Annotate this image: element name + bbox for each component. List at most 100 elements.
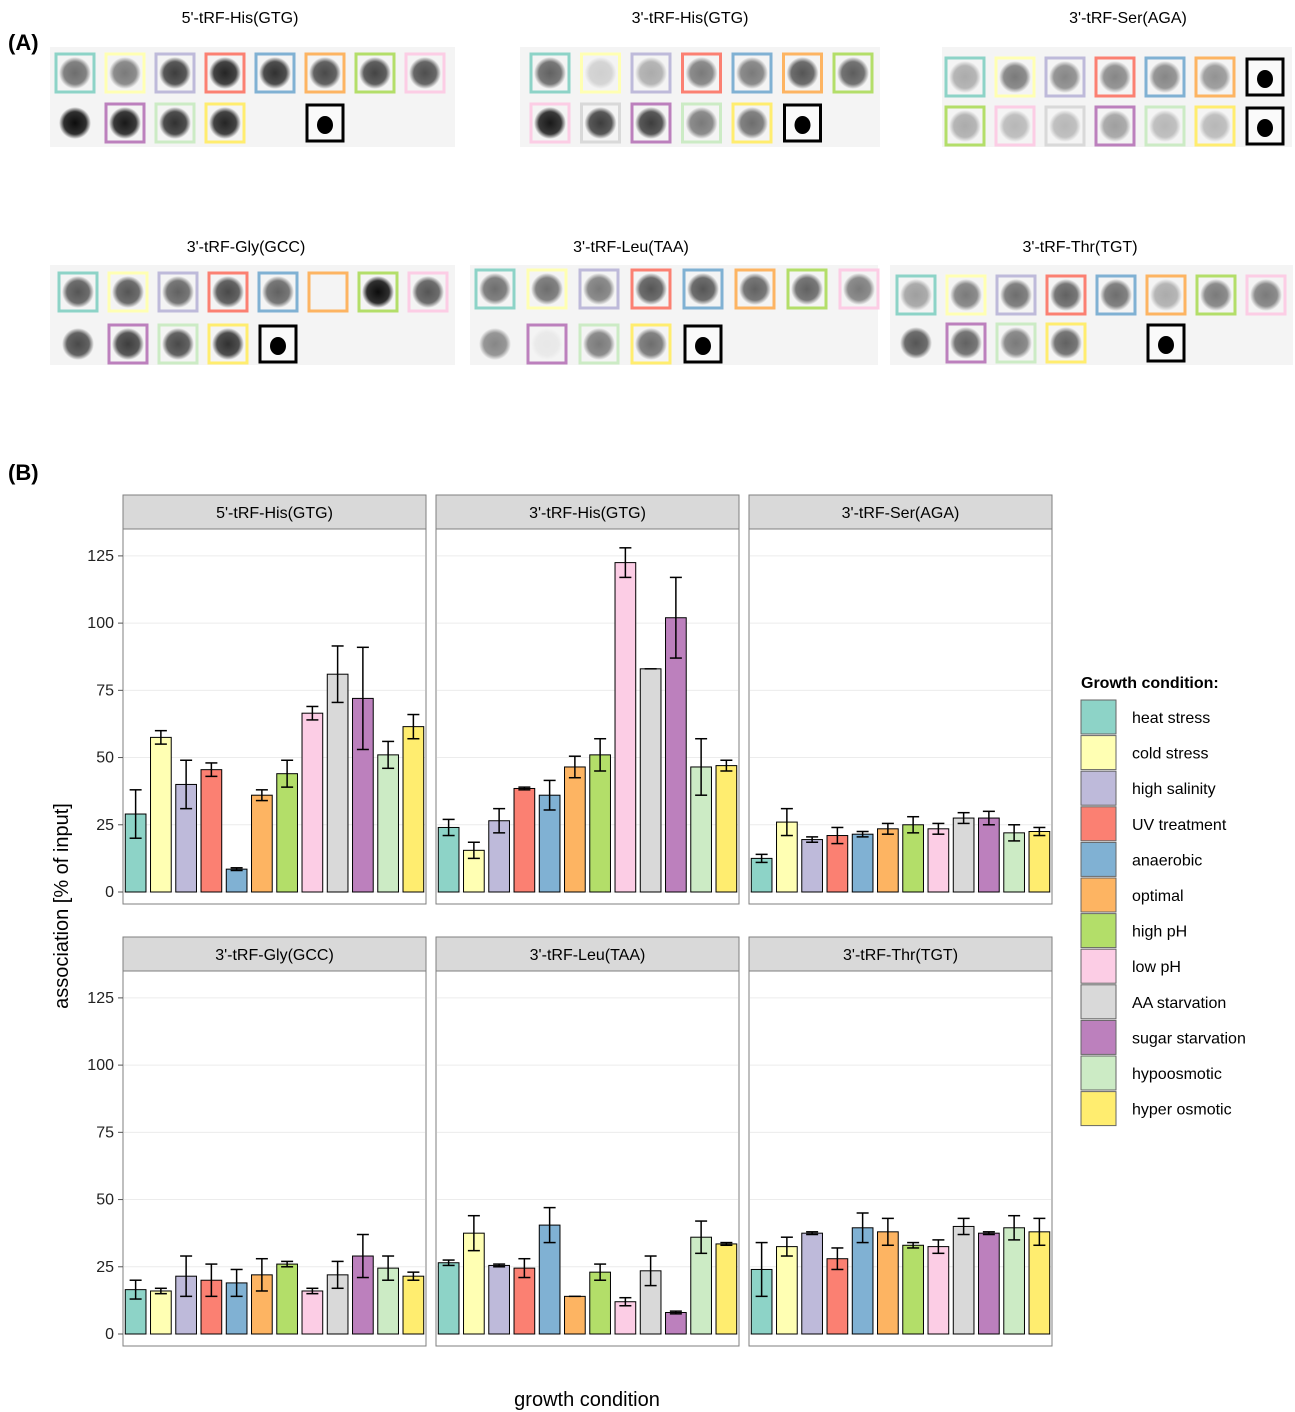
legend-label: optimal [1132, 888, 1184, 905]
blot-dot [635, 328, 667, 360]
blot-title: 3'-tRF-Gly(GCC) [187, 239, 306, 256]
marker-dot [317, 116, 333, 134]
blot-dot [1250, 279, 1282, 311]
condition-frame [580, 102, 621, 144]
bar [927, 828, 950, 893]
legend-label: hypoosmotic [1132, 1066, 1222, 1083]
condition-frame [104, 52, 146, 94]
blot-dot [999, 61, 1031, 93]
blot-dot [409, 57, 441, 89]
facet-6: 3'-tRF-Thr(TGT) [748, 936, 1053, 1347]
legend-label: high salinity [1132, 781, 1216, 798]
blot-dot [1099, 61, 1131, 93]
condition-frame [944, 56, 986, 98]
condition-frame [994, 56, 1036, 98]
condition-frame [681, 102, 722, 144]
bar [902, 1244, 924, 1335]
condition-frame [630, 52, 672, 94]
condition-frame [895, 274, 937, 316]
blot-4: 3'-tRF-Gly(GCC) [50, 239, 455, 365]
y-tick-label: 0 [105, 1326, 114, 1343]
condition-frame [107, 323, 149, 365]
blot-dot [59, 57, 91, 89]
bar [978, 1232, 1000, 1335]
condition-frame [207, 271, 249, 313]
bar [437, 826, 460, 893]
condition-frame [580, 52, 621, 94]
condition-frame [154, 52, 196, 94]
blot-dot [112, 276, 144, 308]
blot-dot [900, 327, 932, 359]
bar [1003, 832, 1025, 893]
condition-frame [207, 323, 249, 365]
facet-title: 5'-tRF-His(GTG) [216, 505, 333, 522]
condition-frame [682, 268, 724, 310]
condition-frame [838, 268, 880, 310]
condition-frame [1045, 322, 1087, 364]
condition-frame [630, 102, 672, 144]
condition-frame [1194, 56, 1236, 98]
y-tick-label: 125 [87, 548, 114, 565]
blot-dot [531, 328, 563, 360]
bar [665, 1311, 687, 1335]
legend: Growth condition: heat stress cold stress h… [1080, 675, 1246, 1127]
facet-plot-area [748, 528, 1053, 905]
blot-dot [791, 273, 823, 305]
blot-dot [59, 107, 91, 139]
condition-frame [944, 105, 986, 147]
facet-plot-area [748, 970, 1053, 1347]
legend-title: Growth condition: [1081, 675, 1219, 692]
bar [1028, 831, 1051, 893]
condition-frame [786, 268, 828, 310]
facet-strip [748, 936, 1053, 972]
marker-box [1245, 57, 1285, 97]
condition-frame [407, 271, 449, 313]
y-tick-label: 25 [96, 817, 114, 834]
dot-blot-panel: 5'-tRF-His(GTG) 3'-tRF-His(GTG) 3'-tRF-Ser… [50, 10, 1293, 365]
bar [614, 1301, 637, 1335]
blot-dot [583, 328, 615, 360]
facet-title: 3'-tRF-Leu(TAA) [530, 947, 646, 964]
condition-frame [995, 322, 1037, 364]
condition-frame [157, 271, 199, 313]
bar [402, 1275, 425, 1335]
facet-plot-area [435, 970, 740, 1347]
bar [750, 857, 773, 893]
condition-frame [630, 268, 672, 310]
blot-dot [362, 276, 394, 308]
legend-label: UV treatment [1132, 817, 1227, 834]
bar [877, 828, 899, 893]
condition-frame [404, 52, 446, 94]
bar [200, 769, 223, 893]
y-tick-label: 0 [105, 884, 114, 901]
bar [952, 1225, 975, 1335]
blot-title: 3'-tRF-Ser(AGA) [1069, 10, 1187, 27]
condition-frame [578, 323, 620, 365]
blot-dot [685, 107, 718, 139]
y-tick-label: 75 [96, 682, 114, 699]
bar [902, 824, 924, 893]
blot-dot [62, 276, 94, 308]
facet-strip [435, 936, 740, 972]
blot-dot [62, 328, 94, 360]
blot-dot [1199, 110, 1231, 142]
y-tick-label: 50 [96, 750, 114, 767]
bar [851, 1227, 874, 1335]
condition-frame [57, 271, 99, 313]
y-axis-title: association [% of input] [51, 803, 73, 1009]
blot-dot [159, 57, 191, 89]
blot-dot [583, 273, 615, 305]
legend-key [1080, 699, 1117, 735]
blot-dot [1100, 279, 1132, 311]
condition-frame [357, 271, 399, 313]
y-tick-label: 25 [96, 1259, 114, 1276]
legend-key [1080, 841, 1117, 877]
blot-dot [1149, 110, 1181, 142]
blot-title: 3'-tRF-Thr(TGT) [1022, 239, 1137, 256]
blot-dot [635, 273, 667, 305]
blot-dot [359, 57, 391, 89]
legend-label: hyper osmotic [1132, 1102, 1232, 1119]
facet-1: 5'-tRF-His(GTG) 0 25 50 75 100 125 [87, 494, 427, 905]
bar [952, 817, 975, 893]
blot-dot [109, 107, 141, 139]
